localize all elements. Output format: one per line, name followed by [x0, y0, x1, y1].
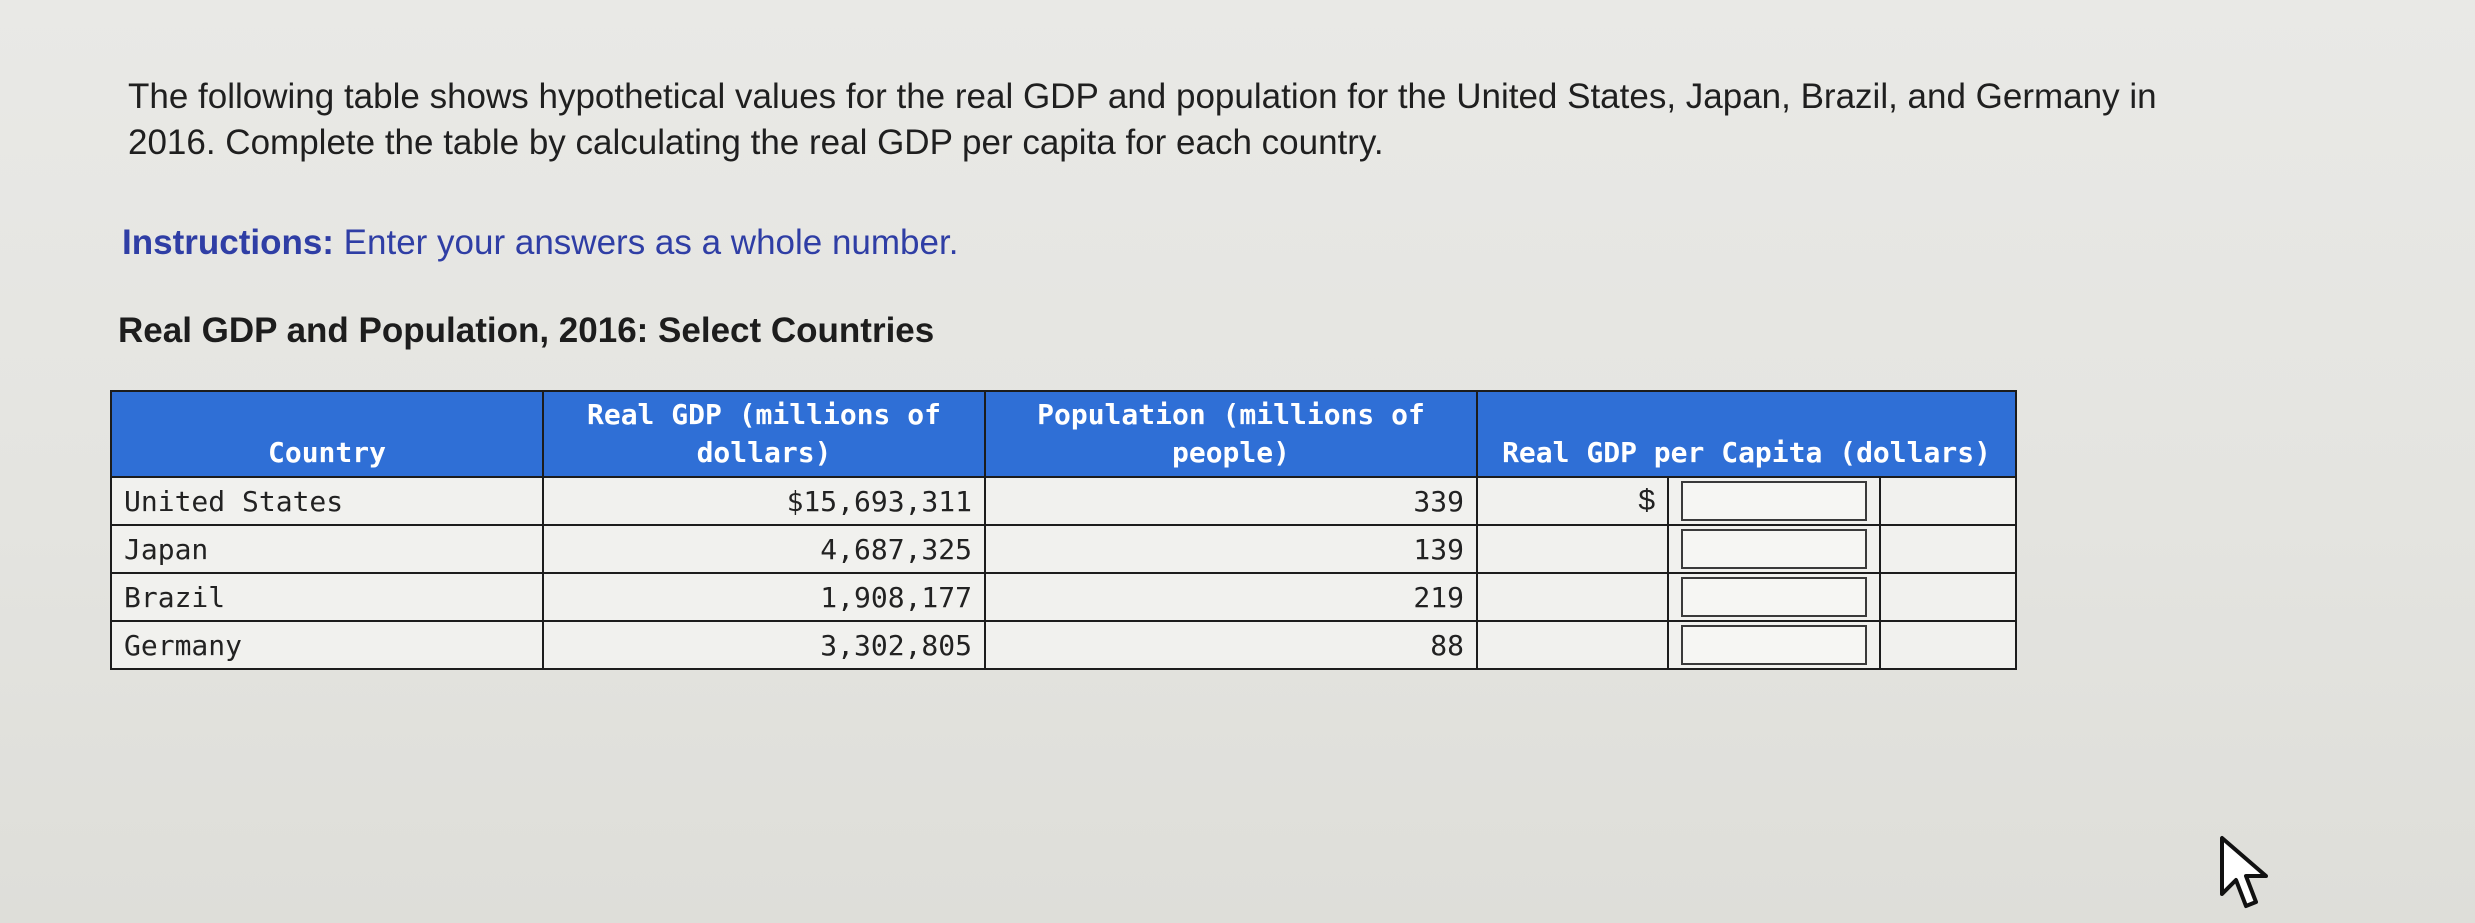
answer-cell: [1667, 524, 1881, 574]
table-row: Germany 3,302,805 88: [110, 620, 2017, 670]
gdp-cell: 4,687,325: [542, 524, 986, 574]
table-row: United States $15,693,311 339 $: [110, 476, 2017, 526]
instructions: Instructions: Enter your answers as a wh…: [122, 220, 958, 266]
gdp-table: Country Real GDP (millions of dollars) P…: [110, 390, 2017, 670]
gdp-per-capita-input-united-states[interactable]: [1681, 481, 1867, 521]
population-cell: 339: [984, 476, 1478, 526]
country-cell: Brazil: [110, 572, 544, 622]
header-country: Country: [110, 390, 544, 478]
instructions-text: Enter your answers as a whole number.: [333, 223, 959, 262]
country-cell: United States: [110, 476, 544, 526]
currency-symbol: [1476, 620, 1669, 670]
table-row: Brazil 1,908,177 219: [110, 572, 2017, 622]
trailing-cell: [1879, 572, 2017, 622]
table-header-row: Country Real GDP (millions of dollars) P…: [110, 390, 2017, 478]
instructions-label: Instructions:: [122, 223, 334, 262]
population-cell: 88: [984, 620, 1478, 670]
gdp-per-capita-input-brazil[interactable]: [1681, 577, 1867, 617]
trailing-cell: [1879, 620, 2017, 670]
currency-symbol: $: [1476, 476, 1669, 526]
gdp-cell: 1,908,177: [542, 572, 986, 622]
question-line-1: The following table shows hypothetical v…: [128, 77, 2157, 116]
gdp-cell: $15,693,311: [542, 476, 986, 526]
table-title: Real GDP and Population, 2016: Select Co…: [118, 311, 935, 350]
answer-cell: [1667, 572, 1881, 622]
answer-cell: [1667, 476, 1881, 526]
header-gdp-per-capita: Real GDP per Capita (dollars): [1476, 390, 2017, 478]
population-cell: 219: [984, 572, 1478, 622]
trailing-cell: [1879, 524, 2017, 574]
country-cell: Germany: [110, 620, 544, 670]
question-text: The following table shows hypothetical v…: [128, 74, 2428, 166]
header-population: Population (millions of people): [984, 390, 1478, 478]
population-cell: 139: [984, 524, 1478, 574]
header-real-gdp: Real GDP (millions of dollars): [542, 390, 986, 478]
mouse-pointer-icon: [2220, 836, 2268, 908]
country-cell: Japan: [110, 524, 544, 574]
gdp-cell: 3,302,805: [542, 620, 986, 670]
table-row: Japan 4,687,325 139: [110, 524, 2017, 574]
question-line-2: 2016. Complete the table by calculating …: [128, 123, 1384, 162]
currency-symbol: [1476, 572, 1669, 622]
gdp-per-capita-input-japan[interactable]: [1681, 529, 1867, 569]
currency-symbol: [1476, 524, 1669, 574]
gdp-per-capita-input-germany[interactable]: [1681, 625, 1867, 665]
answer-cell: [1667, 620, 1881, 670]
trailing-cell: [1879, 476, 2017, 526]
